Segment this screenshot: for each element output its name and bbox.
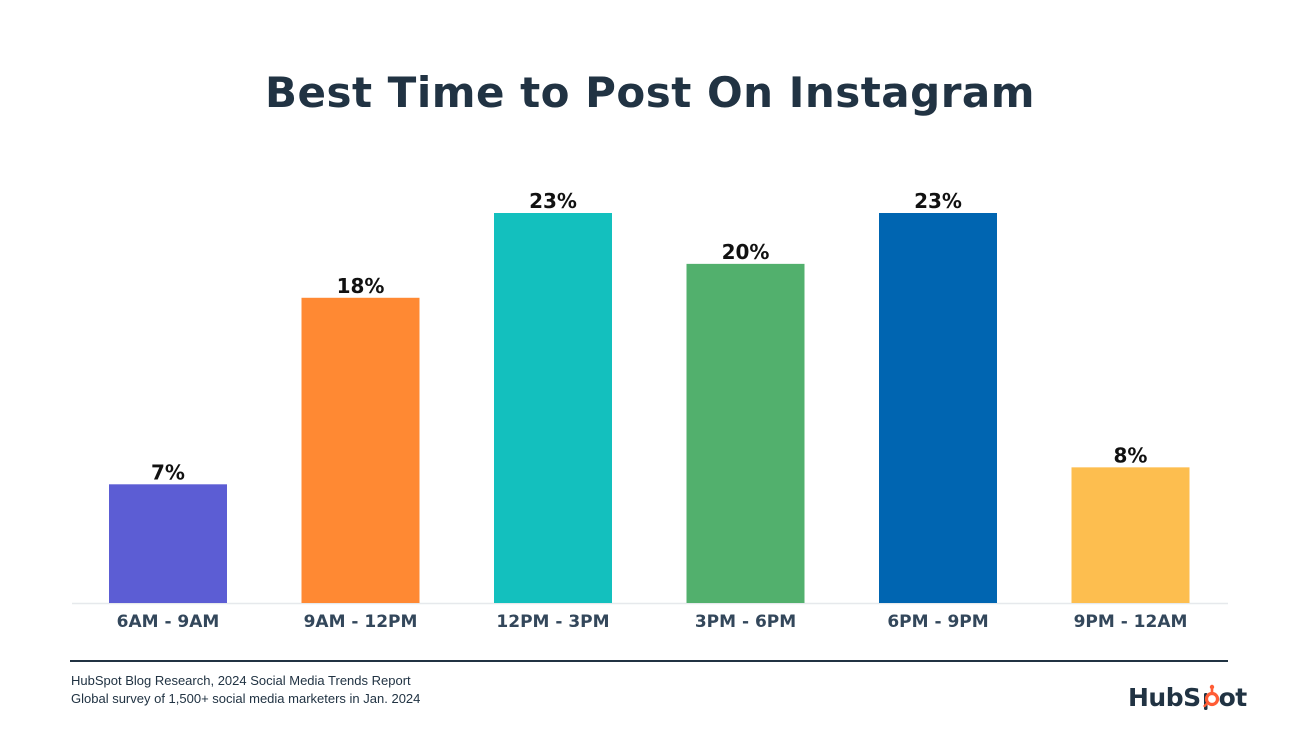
logo-text-left: HubS	[1128, 682, 1201, 712]
hubspot-logo: HubS ot	[1128, 680, 1247, 714]
bar-2	[301, 297, 420, 603]
bar-4	[686, 263, 805, 603]
bar-1	[109, 484, 227, 603]
data-label-4: 20%	[722, 240, 770, 264]
chart-title: Best Time to Post On Instagram	[264, 68, 1036, 117]
data-label-1: 7%	[151, 460, 185, 484]
source-line-1: HubSpot Blog Research, 2024 Social Media…	[71, 673, 411, 688]
x-tick-label-4: 3PM - 6PM	[695, 612, 796, 632]
bar-5	[879, 213, 997, 603]
x-tick-label-1: 6AM - 9AM	[117, 612, 220, 632]
bar-chart: 7% 6AM - 9AM 18% 9AM - 12PM 23% 12PM - 3PM 20%…	[72, 189, 1228, 632]
x-tick-label-3: 12PM - 3PM	[496, 612, 609, 632]
data-label-2: 18%	[337, 274, 385, 298]
data-label-3: 23%	[529, 189, 577, 213]
x-tick-label-2: 9AM - 12PM	[304, 612, 418, 632]
footer-divider	[70, 660, 1228, 662]
bar-3	[494, 213, 612, 603]
x-tick-label-6: 9PM - 12AM	[1074, 612, 1188, 632]
source-line-2: Global survey of 1,500+ social media mar…	[71, 691, 421, 706]
x-tick-label-5: 6PM - 9PM	[887, 612, 988, 632]
logo-text-right: ot	[1218, 682, 1248, 712]
bar-6	[1071, 467, 1190, 603]
data-label-6: 8%	[1114, 443, 1148, 467]
sprocket-icon	[1202, 684, 1219, 710]
data-label-5: 23%	[914, 189, 962, 213]
